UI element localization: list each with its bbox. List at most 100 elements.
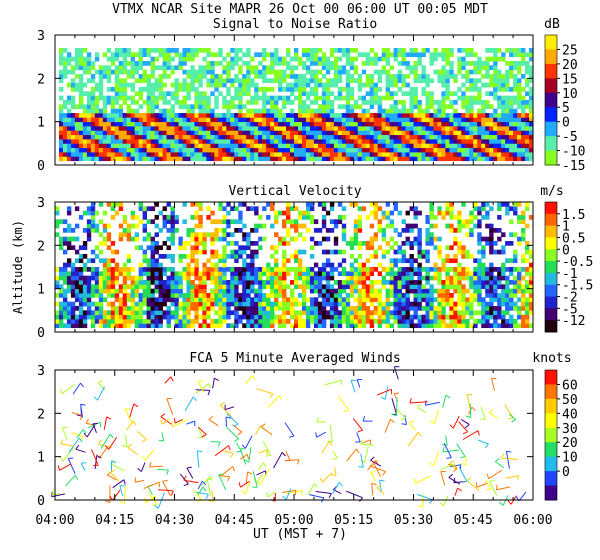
vv-cell [122,319,128,324]
vv-cell [190,323,195,329]
vv-cell [74,297,80,303]
snr-cell [190,126,195,131]
vv-cell [449,306,454,311]
snr-cell [481,152,486,157]
snr-cell [282,121,287,127]
snr-cell [98,65,104,71]
snr-cell [154,117,159,123]
vv-cell [381,310,387,316]
snr-cell [242,78,247,84]
snr-cell [501,52,506,58]
snr-cell [429,61,434,66]
vv-cell [98,288,104,294]
vv-cell [262,293,267,298]
vv-cell [461,271,466,277]
snr-cell [90,117,96,123]
vv-cell [477,258,482,264]
snr-cell [513,61,518,66]
snr-cell [421,74,426,79]
vv-cell [321,202,327,207]
vv-cell [401,323,406,329]
snr-cell [425,121,430,127]
vv-cell [266,280,271,285]
vv-cell [385,301,390,307]
vv-cell [373,215,379,220]
snr-cell [529,104,534,110]
snr-heatmap [58,48,534,162]
snr-cell [78,113,84,118]
snr-cell [130,69,136,75]
vv-cell [337,314,343,320]
vv-cell [142,267,148,272]
vv-cell [385,267,390,272]
vv-cell [409,271,414,277]
snr-cell [210,130,215,136]
vv-cell [242,271,247,277]
snr-cell [341,143,347,149]
vv-cell [457,275,462,281]
vv-cell [214,310,219,316]
snr-cell [369,152,375,157]
vv-cell [198,297,203,303]
vv-cell [230,267,235,272]
snr-cell [445,147,450,153]
snr-scale-swatch [545,63,557,79]
snr-cell [258,126,263,131]
vv-cell [110,271,116,277]
vv-cell [218,297,223,303]
vv-cell [517,310,522,316]
vv-cell [114,275,120,281]
vv-cell [122,306,128,311]
vv-cell [122,297,128,303]
vv-cell [501,249,506,255]
vv-cell [433,314,438,320]
vv-cell [118,319,124,324]
vv-cell [297,223,303,229]
snr-cell [146,147,151,153]
snr-cell [461,82,466,88]
vv-cell [333,319,339,324]
snr-cell [345,126,351,131]
vv-cell [206,275,211,281]
snr-cell [214,147,219,153]
snr-cell [278,156,283,162]
snr-cell [262,91,267,97]
vv-cell [401,297,406,303]
snr-cell [166,126,171,131]
snr-cell [166,100,171,105]
wind-barb [442,449,459,453]
vv-cell [202,284,207,290]
snr-cell [206,82,211,88]
snr-cell [230,126,235,131]
snr-cell [70,126,76,131]
vv-cell [441,301,446,307]
snr-cell [521,117,526,123]
snr-cell [294,147,299,153]
vv-cell [441,323,446,329]
vv-cell [457,267,462,272]
wind-barb [476,482,488,488]
vv-cell [142,215,148,220]
vv-cell [525,314,530,320]
vv-cell [421,249,426,255]
snr-cell [365,113,371,118]
vv-cell [194,288,199,294]
snr-cell [461,91,466,97]
snr-cell [202,139,207,144]
snr-cell [341,52,347,58]
snr-cell [146,139,151,144]
snr-cell [305,104,311,110]
wind-barb-flag [82,429,87,434]
snr-cell [369,134,375,140]
vv-cell [301,249,307,255]
vv-cell [477,310,482,316]
snr-cell [381,56,387,62]
vv-cell [294,223,299,229]
vv-cell [401,275,406,281]
snr-cell [294,78,299,84]
snr-cell [417,134,422,140]
snr-cell [282,87,287,92]
snr-cell [246,147,251,153]
snr-cell [126,152,132,157]
snr-cell [493,65,498,71]
